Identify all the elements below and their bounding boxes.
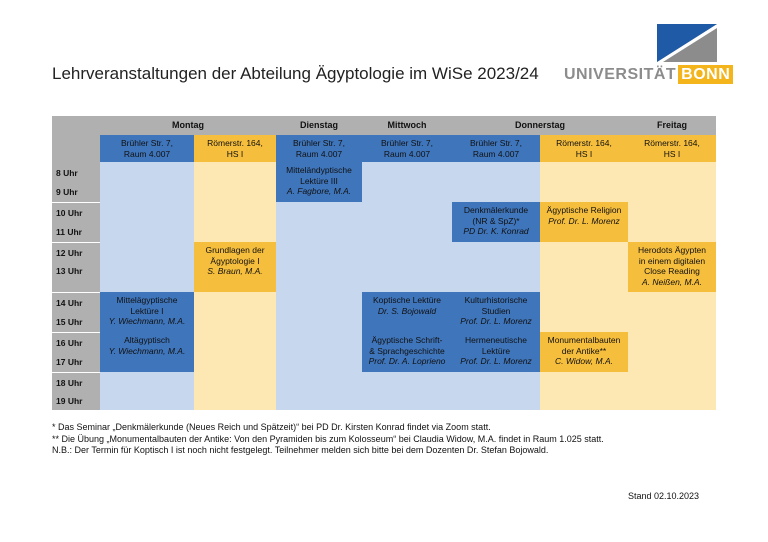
logo-text-main: UNIVERSITÄT (564, 66, 677, 83)
room-header: Römerstr. 164, HS I (628, 135, 716, 162)
room-header: Brühler Str. 7, Raum 4.007 (452, 135, 540, 162)
column-donnerstag-bruehler (452, 162, 540, 410)
course-block[interactable]: Herodots Ägypten in einem digitalen Close … (628, 242, 716, 292)
day-label-montag: Montag (172, 120, 204, 130)
room-header: Römerstr. 164, HS I (194, 135, 276, 162)
day-header-row (52, 116, 716, 135)
day-label-dienstag: Dienstag (299, 120, 338, 130)
time-label: 16 Uhr (56, 338, 83, 348)
course-block[interactable]: Kulturhistorische Studien Prof. Dr. L. Mor… (452, 292, 540, 332)
time-label: 11 Uhr (56, 227, 82, 237)
footnote-2: ** Die Übung „Monumentalbauten der Antik… (52, 433, 604, 444)
time-column (52, 116, 100, 410)
room-header: Brühler Str. 7, Raum 4.007 (100, 135, 194, 162)
course-block[interactable]: Denkmälerkunde (NR & SpZ)* PD Dr. K. Konra… (452, 202, 540, 242)
time-separator (52, 332, 100, 333)
time-label: 10 Uhr (56, 208, 83, 218)
column-dienstag-bruehler (276, 162, 362, 410)
course-block[interactable]: Altägyptisch Y. Wiechmann, M.A. (100, 332, 194, 372)
course-block[interactable]: Grundlagen der Ägyptologie I S. Braun, M.A… (194, 242, 276, 292)
day-label-freitag: Freitag (656, 120, 687, 130)
time-separator (52, 242, 100, 243)
course-block[interactable]: Koptische Lektüre Dr. S. Bojowald (362, 292, 452, 332)
time-separator (52, 372, 100, 373)
course-block[interactable]: Monumentalbauten der Antike** C. Widow, M.… (540, 332, 628, 372)
timetable: Montag Dienstag Mittwoch Donnerstag Frei… (52, 116, 716, 410)
course-block[interactable]: Mittelägyptische Lektüre I Y. Wiechmann, M… (100, 292, 194, 332)
day-label-mittwoch: Mittwoch (387, 120, 427, 130)
time-label: 12 Uhr (56, 248, 83, 258)
room-header: Römerstr. 164, HS I (540, 135, 628, 162)
time-separator (52, 202, 100, 203)
time-separator (52, 292, 100, 293)
course-block[interactable]: Hermeneutische Lektüre Prof. Dr. L. Morenz (452, 332, 540, 372)
column-donnerstag-roemer (540, 162, 628, 410)
footnote-1: * Das Seminar „Denkmälerkunde (Neues Rei… (52, 422, 491, 432)
time-label: 8 Uhr (56, 168, 78, 178)
day-label-donnerstag: Donnerstag (514, 120, 565, 130)
time-label: 14 Uhr (56, 298, 83, 308)
time-label: 19 Uhr (56, 396, 83, 406)
room-header: Brühler Str. 7, Raum 4.007 (362, 135, 452, 162)
footnotes: * Das Seminar „Denkmälerkunde (Neues Rei… (52, 422, 604, 457)
university-logo (657, 24, 717, 62)
time-label: 13 Uhr (56, 266, 83, 276)
room-header: Brühler Str. 7, Raum 4.007 (276, 135, 362, 162)
course-block[interactable]: Mitteländyptische Lektüre III A. Fagbore, … (276, 162, 362, 202)
time-label: 17 Uhr (56, 357, 83, 367)
university-logo-text: UNIVERSITÄT BONN (564, 65, 734, 84)
column-montag-bruehler (100, 162, 194, 410)
logo-text-bonn: BONN (678, 65, 734, 84)
column-mittwoch-bruehler (362, 162, 452, 410)
footnote-3: N.B.: Der Termin für Koptisch I ist noch… (52, 445, 549, 455)
page-title: Lehrveranstaltungen der Abteilung Ägypto… (52, 64, 539, 83)
time-label: 9 Uhr (56, 187, 78, 197)
stand-date: Stand 02.10.2023 (628, 491, 700, 501)
course-block[interactable]: Ägyptische Schrift- & Sprachgeschichte Pro… (362, 332, 452, 372)
time-label: 15 Uhr (56, 317, 83, 327)
course-block[interactable]: Ägyptische Religion Prof. Dr. L. Morenz (540, 202, 628, 242)
time-label: 18 Uhr (56, 378, 83, 388)
